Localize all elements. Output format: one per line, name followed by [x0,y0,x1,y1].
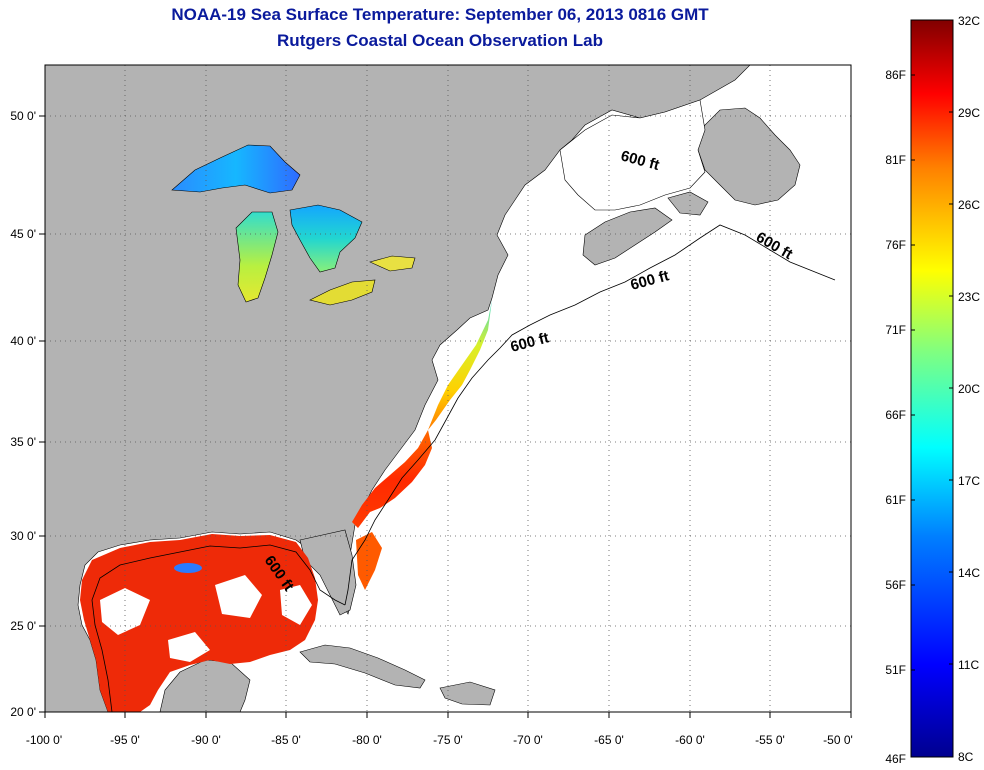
gulf-st-lawrence [559,99,706,211]
colorbar-f-label: 56F [885,578,906,592]
map-subtitle: Rutgers Coastal Ocean Observation Lab [277,31,603,50]
colorbar-c-label: 29C [958,106,980,120]
lake-ontario [369,255,416,272]
lon-tick-label: -80 0' [352,733,382,747]
lat-tick-label: 25 0' [10,619,36,633]
cloud-patch-1 [100,588,150,635]
lat-tick-label: 20 0' [10,705,36,719]
colorbar-ticks [911,19,953,671]
colorbar [910,19,954,758]
colorbar-f-label: 61F [885,493,906,507]
colorbar-c-label: 8C [958,750,974,764]
land-nova-scotia [582,207,673,266]
colorbar-f-label: 66F [885,408,906,422]
colorbar-f-label: 71F [885,323,906,337]
sst-swath-gulf-of-mexico [80,534,318,712]
lon-tick-label: -75 0' [433,733,463,747]
sst-swath-south-atlantic [352,430,432,528]
colorbar-f-label: 51F [885,663,906,677]
cloud-patch-2 [215,575,262,618]
sst-swath-mid-atlantic [428,300,492,430]
colorbar-c-label: 14C [958,566,980,580]
lon-tick-label: -60 0' [675,733,705,747]
colorbar-c-label: 26C [958,198,980,212]
lake-michigan [235,211,279,303]
colorbar-f-label: 76F [885,238,906,252]
lake-superior [171,144,301,194]
colorbar-c-label: 17C [958,474,980,488]
cloud-patch-4 [280,585,312,625]
lat-tick-label: 30 0' [10,529,36,543]
lon-tick-label: -55 0' [755,733,785,747]
land-newfoundland [697,107,801,206]
lon-tick-label: -100 0' [26,733,62,747]
colorbar-c-label: 32C [958,14,980,28]
lake-erie [309,279,376,306]
lake-huron [289,204,363,273]
isobath-600ft [344,224,836,606]
colorbar-c-label: 20C [958,382,980,396]
land-florida [299,529,357,616]
land-cuba [299,644,426,689]
cool-spot [174,563,202,573]
land-hispaniola [439,681,496,706]
lon-tick-label: -50 0' [823,733,853,747]
cloud-patch-3 [168,632,210,662]
sst-swath-florida-east [356,532,382,590]
lat-tick-label: 35 0' [10,435,36,449]
colorbar-f-label: 46F [885,752,906,766]
lon-tick-label: -85 0' [271,733,301,747]
lon-tick-label: -90 0' [191,733,221,747]
lat-tick-label: 45 0' [10,227,36,241]
colorbar-c-label: 11C [958,658,979,672]
land-north-america [45,65,751,712]
lon-tick-label: -70 0' [513,733,543,747]
land-cape-breton [667,191,709,216]
colorbar-f-label: 81F [885,153,906,167]
lat-tick-label: 40 0' [10,334,36,348]
isobath-600ft-gulf [91,544,346,712]
colorbar-c-label: 23C [958,290,980,304]
colorbar-f-label: 86F [885,68,906,82]
lat-tick-label: 50 0' [10,109,36,123]
lon-tick-label: -65 0' [594,733,624,747]
lon-tick-label: -95 0' [110,733,140,747]
map-title: NOAA-19 Sea Surface Temperature: Septemb… [171,5,709,24]
axis-ticks [39,115,852,718]
